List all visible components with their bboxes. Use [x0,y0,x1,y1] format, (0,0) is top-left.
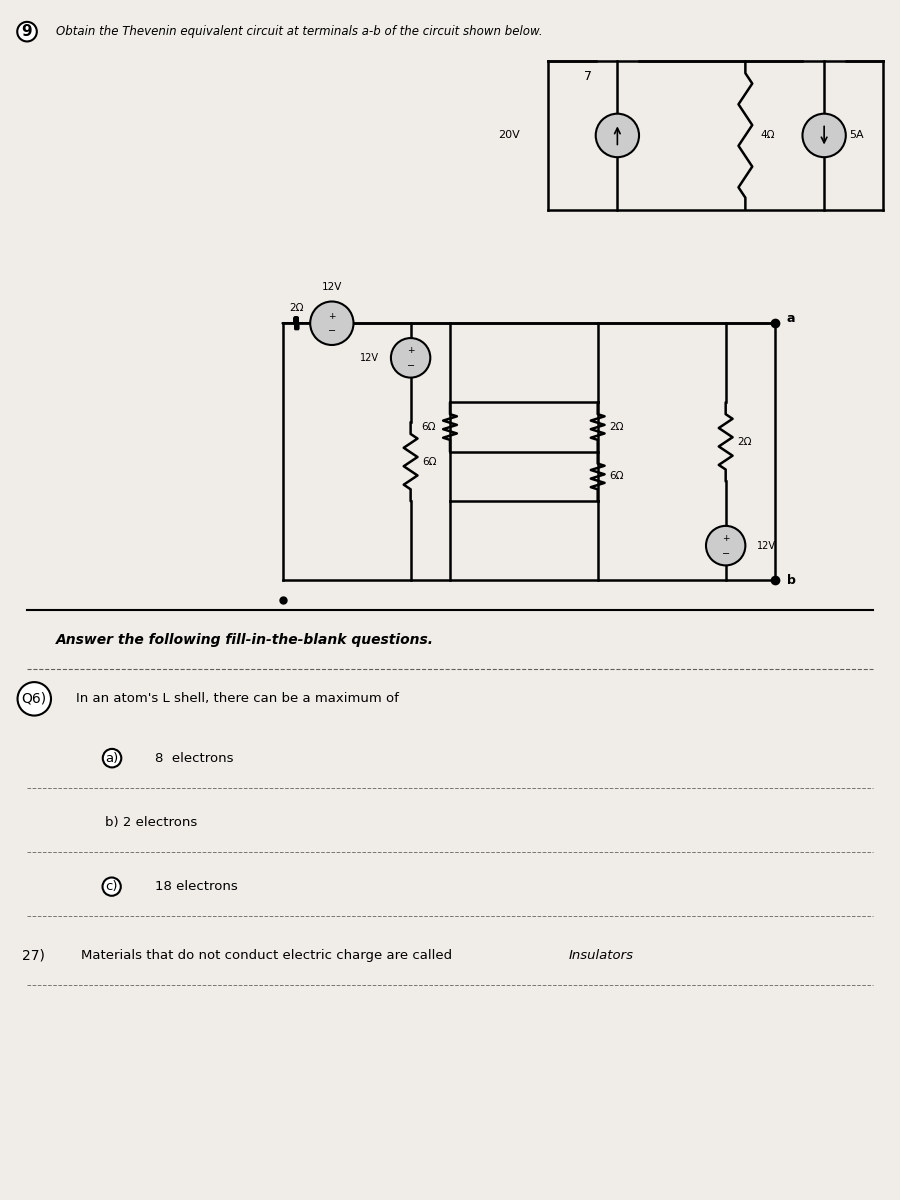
Text: In an atom's L shell, there can be a maximum of: In an atom's L shell, there can be a max… [76,692,399,706]
Text: 6Ω: 6Ω [422,422,436,432]
Text: Answer the following fill-in-the-blank questions.: Answer the following fill-in-the-blank q… [56,632,434,647]
Text: 12V: 12V [757,541,776,551]
Text: b) 2 electrons: b) 2 electrons [105,816,198,829]
Circle shape [310,301,354,344]
Circle shape [391,338,430,378]
Text: 5A: 5A [849,131,863,140]
Text: 2Ω: 2Ω [289,304,303,313]
Text: 6Ω: 6Ω [422,457,436,467]
Text: 4Ω: 4Ω [760,131,775,140]
Text: +: + [407,347,414,355]
Text: a): a) [105,751,119,764]
Text: +: + [722,534,729,544]
Text: Q6): Q6) [22,692,47,706]
Text: +: + [328,312,336,320]
Circle shape [706,526,745,565]
Text: 9: 9 [22,24,32,40]
Text: c): c) [105,880,118,893]
Text: −: − [328,326,336,336]
Text: 2Ω: 2Ω [609,422,624,432]
Text: 27): 27) [22,949,45,962]
Text: 18 electrons: 18 electrons [155,880,238,893]
Text: 7: 7 [584,70,592,83]
Text: 12V: 12V [360,353,379,362]
Text: 2Ω: 2Ω [737,437,752,446]
Text: Insulators: Insulators [568,949,633,962]
Text: −: − [722,548,730,558]
Text: 8  electrons: 8 electrons [155,751,233,764]
Text: a: a [787,312,796,325]
Text: b: b [787,574,796,587]
Text: Obtain the Thevenin equivalent circuit at terminals a-b of the circuit shown bel: Obtain the Thevenin equivalent circuit a… [56,25,543,38]
Text: 6Ω: 6Ω [609,472,624,481]
Circle shape [596,114,639,157]
Text: 20V: 20V [499,131,520,140]
Text: Materials that do not conduct electric charge are called: Materials that do not conduct electric c… [81,949,452,962]
Text: 12V: 12V [321,282,342,292]
Circle shape [803,114,846,157]
Text: −: − [407,361,415,371]
